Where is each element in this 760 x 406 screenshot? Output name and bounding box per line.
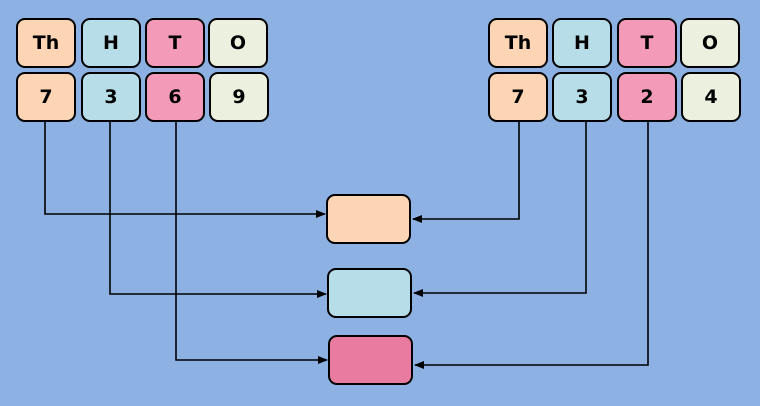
left-header-thousands [16,18,76,68]
compare-box-thousands [326,194,411,244]
arrow-left-tens [175,121,328,364]
arrow-left-thousands [44,121,326,218]
right-header-label: O [702,32,718,54]
compare-box-tens [328,335,413,385]
left-header-label: T [169,32,182,54]
right-place-value-chart: Th H T O 7 3 2 4 [488,18,741,122]
right-header-label: Th [505,32,532,54]
left-digit-thousands [16,72,76,122]
right-header-thousands [488,18,548,68]
right-header-ones [680,18,740,68]
left-digit-label: 9 [232,86,245,108]
right-header-label: T [641,32,654,54]
compare-box-hundreds [327,268,412,318]
right-digit-hundreds [552,72,612,122]
right-digit-label: 3 [575,86,588,108]
arrow-right-tens [414,121,649,369]
arrow-right-thousands [412,121,520,223]
left-digit-tens [145,72,205,122]
right-digit-label: 7 [511,86,524,108]
left-place-value-chart: Th H T O 7 3 6 9 [16,18,269,122]
left-header-label: Th [33,32,60,54]
left-header-label: O [230,32,246,54]
right-digit-label: 2 [640,86,653,108]
right-header-label: H [574,32,590,54]
arrow-left-hundreds [109,121,327,298]
comparison-boxes [326,194,413,385]
right-header-tens [617,18,677,68]
right-digit-thousands [488,72,548,122]
left-header-tens [145,18,205,68]
arrow-right-hundreds [413,121,587,297]
left-header-label: H [103,32,119,54]
left-digit-ones [209,72,269,122]
connectors [44,121,649,369]
left-header-hundreds [81,18,141,68]
right-digit-label: 4 [704,86,717,108]
left-digit-label: 7 [39,86,52,108]
left-digit-hundreds [81,72,141,122]
right-digit-ones [681,72,741,122]
right-digit-tens [617,72,677,122]
right-header-hundreds [552,18,612,68]
left-digit-label: 6 [168,86,181,108]
left-digit-label: 3 [104,86,117,108]
left-header-ones [208,18,268,68]
